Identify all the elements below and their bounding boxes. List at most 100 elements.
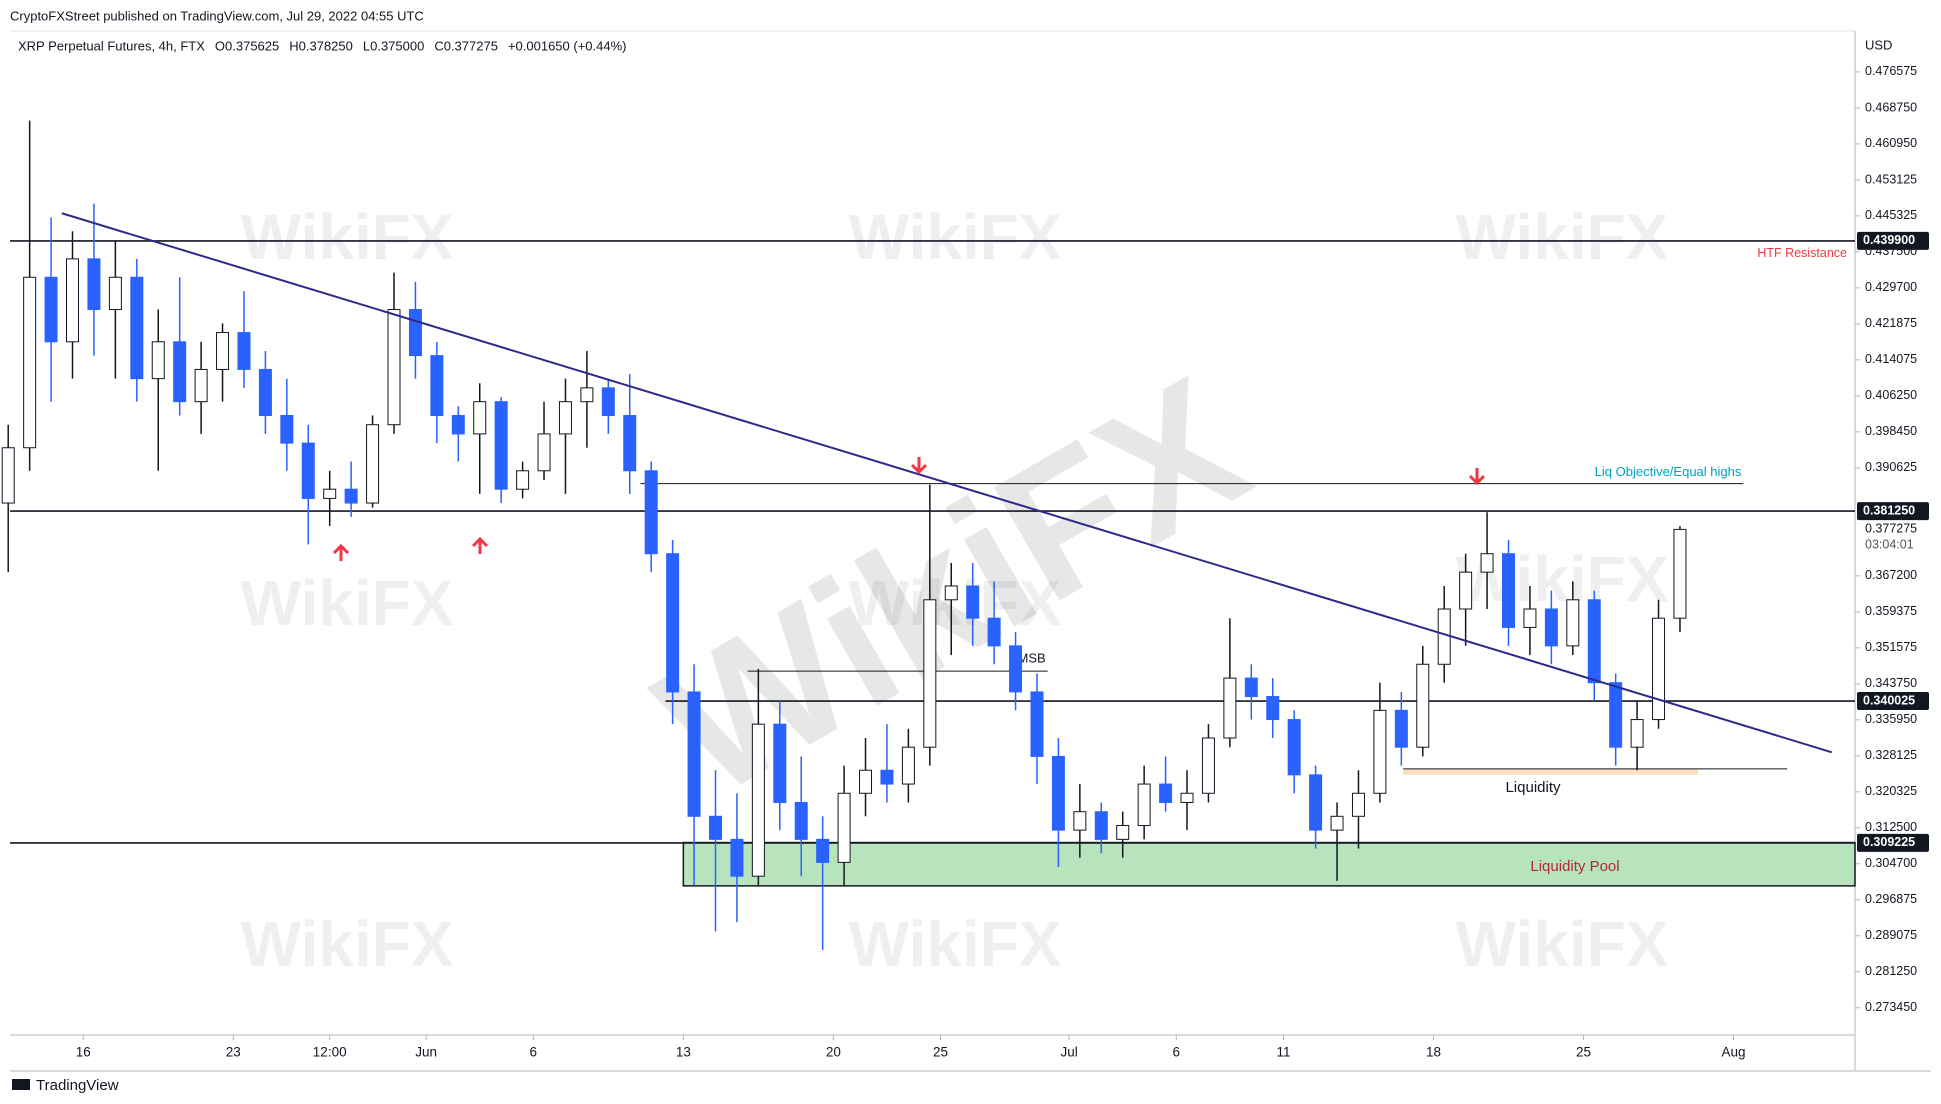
candle-body [1266, 696, 1280, 721]
x-tick-label: 23 [226, 1045, 241, 1060]
x-tick-label: 11 [1276, 1045, 1290, 1060]
candle-body [1116, 825, 1130, 840]
candle-body [558, 401, 572, 435]
candle-body [1330, 815, 1344, 831]
y-tick-label: 0.421875 [1865, 316, 1917, 330]
candle-body [923, 599, 937, 748]
x-tick-label: Jul [1061, 1045, 1078, 1060]
x-tick-label: 25 [933, 1045, 948, 1060]
y-tick-label: 0.390625 [1865, 460, 1917, 474]
legend: XRP Perpetual Futures, 4h, FTX O0.375625 H… [18, 38, 627, 53]
candle-body [837, 792, 851, 863]
candle-body [23, 276, 37, 449]
candle-body [687, 691, 701, 817]
level-box [1857, 833, 1929, 852]
candle-body [1351, 792, 1365, 817]
watermark: WikiFX [849, 567, 1062, 639]
legend-item: XRP Perpetual Futures, 4h, FTX [18, 38, 205, 53]
y-tick-label: 0.359375 [1865, 604, 1917, 618]
candle-body [194, 368, 208, 403]
watermark: WikiFX [1456, 201, 1669, 273]
candle-body [708, 815, 722, 840]
watermark: WikiFX [241, 201, 454, 273]
y-tick-label: 0.320325 [1865, 784, 1917, 798]
candle-body [751, 723, 765, 877]
x-tick-label: 25 [1576, 1045, 1591, 1060]
candle-body [366, 424, 380, 504]
candle-body [280, 414, 294, 444]
candle-body [730, 838, 744, 877]
candle-body [1566, 599, 1580, 647]
footer-brand: TradingView [36, 1077, 119, 1094]
candle-body [216, 332, 230, 370]
x-tick-label: 13 [676, 1045, 691, 1060]
y-tick-label: 0.453125 [1865, 172, 1917, 186]
candle-body [601, 387, 615, 416]
level-name: HTF Resistance [1757, 246, 1847, 260]
candle-body [1287, 719, 1301, 776]
candle-body [623, 414, 637, 472]
candle-body [1630, 719, 1644, 748]
y-tick-label: 0.429700 [1865, 280, 1917, 294]
candle-body [44, 276, 58, 343]
candle-body [773, 723, 787, 803]
level-box [1857, 502, 1929, 521]
liquidity-pool-label: Liquidity Pool [1530, 858, 1619, 875]
level-box [1857, 692, 1929, 711]
watermark: WikiFX [849, 201, 1062, 273]
candle-body [430, 355, 444, 416]
candle-body [1201, 737, 1215, 794]
candle-body [1030, 691, 1044, 757]
candle-body [1073, 811, 1087, 831]
x-tick-label: 12:00 [313, 1045, 347, 1060]
candle-body [1437, 608, 1451, 665]
up-arrow [471, 536, 489, 554]
down-arrow [910, 457, 928, 475]
footer-logo [12, 1079, 30, 1090]
candle-body [666, 553, 680, 693]
y-tick-label: 0.289075 [1865, 928, 1917, 942]
candle-body [944, 585, 958, 601]
candle-body [580, 387, 594, 403]
y-tick-label: 0.398450 [1865, 424, 1917, 438]
candle-body [387, 309, 401, 426]
y-tick-label: 0.351575 [1865, 640, 1917, 654]
candle-body [451, 414, 465, 435]
y-tick-label: 0.414075 [1865, 352, 1917, 366]
candle-body [1416, 663, 1430, 748]
x-tick-label: 6 [1173, 1045, 1181, 1060]
candle-body [1394, 709, 1408, 748]
liquidity-pool [682, 841, 1856, 887]
x-tick-label: 16 [76, 1045, 91, 1060]
candle-body [1244, 677, 1258, 698]
level-label: 0.340025 [1863, 693, 1915, 707]
candle-body [1459, 571, 1473, 610]
candle-body [87, 258, 101, 311]
y-tick-label: 0.468750 [1865, 100, 1917, 114]
candle-body [1673, 528, 1687, 619]
msb-label: MSB [1018, 651, 1046, 666]
liquidity-label: Liquidity [1505, 779, 1561, 796]
countdown: 03:04:01 [1865, 538, 1914, 552]
candle-body [987, 617, 1001, 647]
candle-body [794, 801, 808, 840]
candle-body [1609, 682, 1623, 748]
candle-body [516, 470, 530, 490]
level-label: 0.309225 [1863, 835, 1915, 849]
candle-body [1180, 792, 1194, 803]
candle-body [151, 341, 165, 380]
published-line: CryptoFXStreet published on TradingView.… [10, 8, 424, 23]
x-tick-label: 6 [530, 1045, 538, 1060]
candle-body [859, 769, 873, 794]
level-label: 0.381250 [1863, 503, 1915, 517]
candle-body [1652, 617, 1666, 721]
down-arrow [1468, 468, 1486, 486]
legend-item: O0.375625 [215, 38, 279, 53]
y-tick-label: 0.367200 [1865, 568, 1917, 582]
y-tick-label: 0.273450 [1865, 1000, 1917, 1014]
candle-body [644, 470, 658, 555]
candle-body [880, 769, 894, 785]
